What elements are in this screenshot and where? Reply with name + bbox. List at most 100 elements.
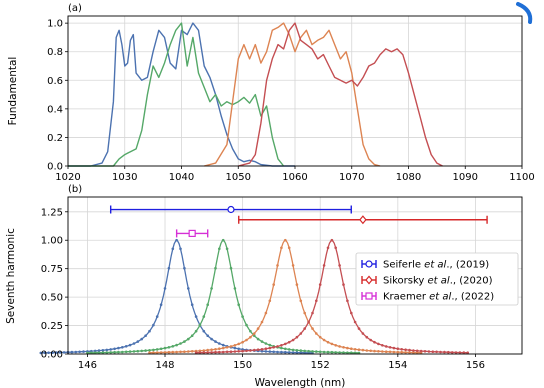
panel-b-series-point-3 xyxy=(315,299,318,303)
panel-b-series-point-0 xyxy=(175,238,178,242)
panel-b-series-point-2 xyxy=(377,350,380,353)
panel-b-series-point-1 xyxy=(280,346,283,350)
panel-b-series-point-3 xyxy=(260,348,264,351)
panel-b-series-point-1 xyxy=(318,350,322,354)
panel-b-series-point-3 xyxy=(229,350,233,354)
panel-b-series-point-0 xyxy=(148,329,151,333)
panel-b-series-point-0 xyxy=(237,347,240,351)
panel-b-series-point-3 xyxy=(291,338,295,342)
panel-b-series-point-3 xyxy=(218,350,221,354)
panel-b-series-point-1 xyxy=(101,351,105,354)
panel-b-series-point-2 xyxy=(408,351,411,354)
panel-b-series-point-2 xyxy=(318,335,322,339)
panel-b-series-point-1 xyxy=(311,350,314,353)
panel-b-series-point-2 xyxy=(159,351,163,354)
panel-a-x-tick-label: 1070 xyxy=(339,172,364,183)
panel-b-series-point-1 xyxy=(187,337,190,341)
panel-b-series-point-3 xyxy=(253,348,256,352)
legend-et-al: et al xyxy=(424,260,446,271)
panel-b-series-point-2 xyxy=(365,349,369,352)
panel-b-series-point-2 xyxy=(229,345,233,348)
panel-b-series-point-0 xyxy=(62,351,66,354)
panel-b-series-point-2 xyxy=(392,350,396,354)
panel-b-series-point-1 xyxy=(144,349,147,352)
panel-a: (a) 1020 1030 1040 1050 1060 1070 1080 1090 1100… xyxy=(7,3,535,183)
panel-b-series-point-3 xyxy=(458,351,462,354)
panel-b-series-point-3 xyxy=(194,351,198,355)
legend-et-al: et al xyxy=(428,276,450,287)
panel-b-series-point-1 xyxy=(113,350,116,354)
panel-b-series-point-0 xyxy=(70,350,74,354)
panel-b-series-point-0 xyxy=(159,303,163,307)
panel-a-y-tick-label: 0.6 xyxy=(47,76,63,87)
panel-b-series-point-0 xyxy=(233,346,237,350)
panel-b-series-point-0 xyxy=(183,266,186,270)
panel-b-series-point-0 xyxy=(82,350,85,353)
panel-b-series-point-3 xyxy=(427,350,431,353)
panel-a-y-tick-label: 0.2 xyxy=(47,133,63,144)
panel-b-series-point-0 xyxy=(218,342,221,345)
legend-author: Sikorsky xyxy=(383,276,428,287)
panel-b-series-point-3 xyxy=(264,347,268,351)
panel-b-series-point-1 xyxy=(194,329,198,333)
panel-b-series-point-3 xyxy=(346,299,349,303)
panel-b-series-point-1 xyxy=(190,334,194,338)
panel-b-series-point-0 xyxy=(39,351,43,355)
panel-b-errorbar-marker-2 xyxy=(188,229,196,238)
panel-b-series-point-2 xyxy=(284,238,287,242)
panel-b-series-point-2 xyxy=(253,332,256,335)
panel-b-series-point-2 xyxy=(268,299,272,303)
panel-b-series-point-2 xyxy=(198,349,202,353)
panel-b-series-point-2 xyxy=(155,351,159,354)
panel-b-series-point-3 xyxy=(202,351,206,354)
panel-b-series-point-1 xyxy=(295,349,299,352)
panel-b-series-point-3 xyxy=(462,351,466,354)
panel-b-series-point-1 xyxy=(148,349,151,352)
panel-b-series-point-3 xyxy=(198,351,202,354)
panel-b-series-point-3 xyxy=(377,342,380,346)
panel-b-series-point-2 xyxy=(357,348,361,352)
panel-b-series-point-0 xyxy=(78,350,81,354)
panel-b-series-point-1 xyxy=(105,351,109,354)
panel-b-series-point-0 xyxy=(272,350,276,354)
panel-b-series-point-2 xyxy=(291,264,295,267)
panel-b-series-point-2 xyxy=(384,350,388,354)
panel-b-series-point-3 xyxy=(392,346,396,350)
panel-b-series-point-3 xyxy=(214,350,217,354)
panel-b-y-ticks: 0.00 0.25 0.50 0.75 1.00 1.25 xyxy=(41,207,68,361)
panel-b-series-point-3 xyxy=(210,351,213,354)
panel-b-series-point-1 xyxy=(268,343,272,347)
panel-b-series-point-0 xyxy=(155,315,159,318)
panel-b-series-point-3 xyxy=(365,335,369,339)
panel-b-series-point-1 xyxy=(241,315,244,318)
legend-entry-label: Seiferle et al., (2019) xyxy=(383,260,489,271)
panel-b-series-point-2 xyxy=(350,347,353,351)
panel-b-series-point-1 xyxy=(249,329,252,333)
panel-a-series-line-2 xyxy=(204,22,381,167)
panel-b-series-point-1 xyxy=(284,347,287,351)
panel-b-series-point-0 xyxy=(187,287,190,290)
panel-b-series-point-1 xyxy=(198,323,202,327)
panel-b-series-point-3 xyxy=(400,348,404,351)
panel-b-series-point-3 xyxy=(369,338,373,342)
panel-b-series-point-1 xyxy=(326,350,330,354)
panel-b-x-ticks: 146 148 150 152 154 156 xyxy=(78,354,485,371)
panel-b-series-point-0 xyxy=(303,351,307,355)
panel-b-series-point-3 xyxy=(342,283,345,286)
panel-b-series-point-1 xyxy=(97,351,101,355)
panel-b-series-point-2 xyxy=(295,283,299,286)
panel-b-series-point-3 xyxy=(241,349,244,353)
panel-a-series-line-0 xyxy=(68,22,295,167)
panel-a-grid xyxy=(67,16,523,167)
panel-b-errorbar-marker-0 xyxy=(227,205,235,214)
panel-b-series-point-0 xyxy=(295,351,299,354)
legend-entries: Seiferle et al., (2019)Sikorsky et al., … xyxy=(361,260,494,303)
panel-b-series-point-3 xyxy=(322,264,326,267)
legend-year: ., (2019) xyxy=(446,260,489,271)
panel-b-series-point-3 xyxy=(384,345,388,348)
legend-year: ., (2020) xyxy=(450,276,493,287)
panel-b-series-point-3 xyxy=(318,283,322,286)
panel-b-series-point-1 xyxy=(315,350,318,353)
panel-a-x-tick-label: 1030 xyxy=(112,172,137,183)
panel-b-series-point-3 xyxy=(361,332,365,335)
